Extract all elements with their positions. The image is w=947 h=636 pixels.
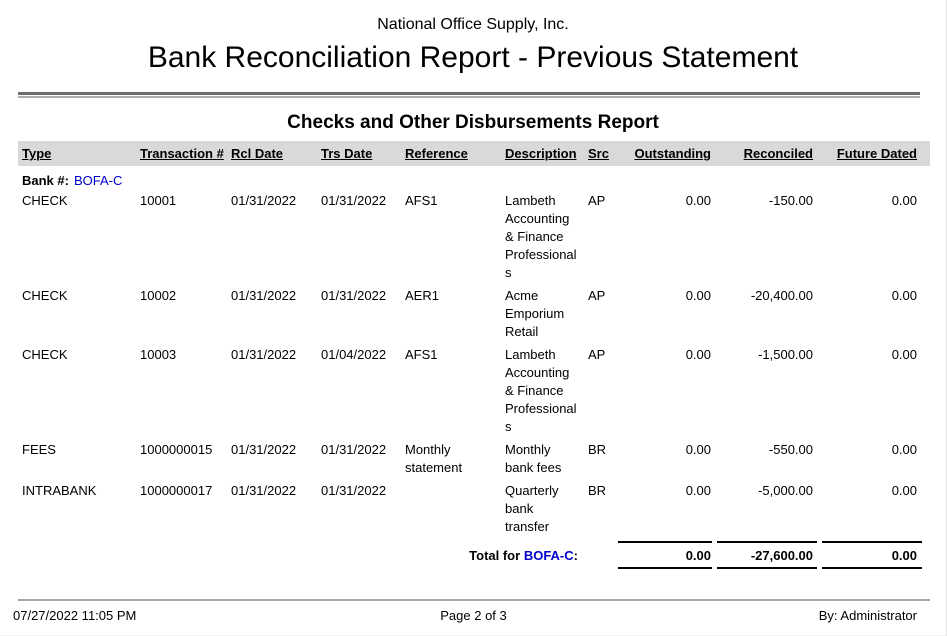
column-header-trs-date: Trs Date — [321, 146, 373, 161]
total-label: Total for BOFA-C: — [22, 548, 618, 563]
cell-trs-date: 01/31/2022 — [321, 288, 387, 303]
cell-src: BR — [588, 442, 607, 457]
cell-reference: Monthly statement — [405, 442, 463, 475]
total-reconciled: -27,600.00 — [717, 541, 817, 569]
cell-reference: AER1 — [405, 288, 439, 303]
cell-reference: AFS1 — [405, 193, 438, 208]
footer-timestamp: 07/27/2022 11:05 PM — [13, 608, 137, 623]
total-label-suffix: : — [573, 547, 578, 563]
column-header-reference: Reference — [405, 146, 468, 161]
cell-type: INTRABANK — [22, 483, 97, 498]
footer-page-indicator: Page 2 of 3 — [440, 608, 507, 623]
cell-rcl-date: 01/31/2022 — [231, 288, 297, 303]
cell-type: CHECK — [22, 347, 68, 362]
cell-outstanding: 0.00 — [685, 483, 711, 498]
cell-rcl-date: 01/31/2022 — [231, 442, 297, 457]
column-header-future-dated: Future Dated — [836, 146, 917, 161]
cell-future-dated: 0.00 — [891, 483, 917, 498]
cell-outstanding: 0.00 — [685, 347, 711, 362]
cell-description: Quarterly bank transfer — [505, 483, 559, 534]
cell-future-dated: 0.00 — [891, 288, 917, 303]
table-row: CHECK 10001 01/31/2022 01/31/2022 AFS1 L… — [22, 192, 930, 282]
column-header-transaction: Transaction # — [140, 146, 224, 161]
cell-reconciled: -150.00 — [768, 193, 813, 208]
column-header-outstanding: Outstanding — [634, 146, 711, 161]
cell-rcl-date: 01/31/2022 — [231, 347, 297, 362]
disbursements-table: Type Transaction # Rcl Date Trs Date Ref… — [18, 141, 930, 569]
cell-future-dated: 0.00 — [891, 442, 917, 457]
cell-transaction: 1000000015 — [140, 442, 213, 457]
column-header-description: Description — [505, 146, 577, 161]
cell-type: FEES — [22, 442, 56, 457]
column-header-reconciled: Reconciled — [743, 146, 813, 161]
total-label-prefix: Total for — [469, 547, 521, 563]
cell-description: Lambeth Accounting & Finance Professiona… — [505, 193, 577, 280]
cell-transaction: 10001 — [140, 193, 177, 208]
separator-dark-line — [18, 92, 920, 95]
cell-outstanding: 0.00 — [685, 288, 711, 303]
cell-description: Lambeth Accounting & Finance Professiona… — [505, 347, 577, 434]
cell-outstanding: 0.00 — [685, 442, 711, 457]
cell-type: CHECK — [22, 193, 68, 208]
cell-type: CHECK — [22, 288, 68, 303]
bank-id: BOFA-C — [73, 173, 123, 188]
column-header-src: Src — [588, 146, 609, 161]
footer-separator — [18, 599, 930, 601]
footer: 07/27/2022 11:05 PM Page 2 of 3 By: Admi… — [0, 608, 947, 628]
table-row: CHECK 10002 01/31/2022 01/31/2022 AER1 A… — [22, 287, 930, 341]
title-separator — [18, 92, 920, 98]
cell-rcl-date: 01/31/2022 — [231, 193, 297, 208]
section-title: Checks and Other Disbursements Report — [287, 112, 659, 133]
table-rows: CHECK 10001 01/31/2022 01/31/2022 AFS1 L… — [18, 192, 930, 536]
cell-trs-date: 01/31/2022 — [321, 193, 387, 208]
bank-number-label: Bank #: — [22, 173, 69, 188]
separator-light-line — [18, 96, 920, 98]
cell-transaction: 10002 — [140, 288, 177, 303]
cell-transaction: 1000000017 — [140, 483, 213, 498]
cell-future-dated: 0.00 — [891, 193, 917, 208]
cell-trs-date: 01/31/2022 — [321, 442, 387, 457]
cell-description: Monthly bank fees — [505, 442, 562, 475]
table-row: CHECK 10003 01/31/2022 01/04/2022 AFS1 L… — [22, 346, 930, 436]
cell-transaction: 10003 — [140, 347, 177, 362]
cell-reconciled: -5,000.00 — [758, 483, 813, 498]
cell-src: AP — [588, 193, 606, 208]
cell-reconciled: -20,400.00 — [750, 288, 813, 303]
column-header-rcl-date: Rcl Date — [231, 146, 284, 161]
total-future-dated: 0.00 — [822, 541, 922, 569]
cell-description: Acme Emporium Retail — [505, 288, 565, 339]
table-row: INTRABANK 1000000017 01/31/2022 01/31/20… — [22, 482, 930, 536]
cell-reference: AFS1 — [405, 347, 438, 362]
cell-src: BR — [588, 483, 607, 498]
total-bank-id: BOFA-C — [523, 547, 574, 563]
cell-future-dated: 0.00 — [891, 347, 917, 362]
column-header-type: Type — [22, 146, 52, 161]
table-header-row: Type Transaction # Rcl Date Trs Date Ref… — [18, 141, 930, 166]
report-title: Bank Reconciliation Report - Previous St… — [147, 41, 799, 74]
cell-outstanding: 0.00 — [685, 193, 711, 208]
cell-trs-date: 01/04/2022 — [321, 347, 387, 362]
cell-reconciled: -1,500.00 — [758, 347, 813, 362]
cell-reference — [405, 482, 505, 536]
company-name: National Office Supply, Inc. — [377, 16, 569, 33]
footer-generated-by: By: Administrator — [818, 608, 917, 623]
cell-src: AP — [588, 288, 606, 303]
cell-rcl-date: 01/31/2022 — [231, 483, 297, 498]
table-row: FEES 1000000015 01/31/2022 01/31/2022 Mo… — [22, 441, 930, 477]
cell-reconciled: -550.00 — [768, 442, 813, 457]
total-row: Total for BOFA-C: 0.00 -27,600.00 0.00 — [18, 541, 930, 569]
total-outstanding: 0.00 — [618, 541, 712, 569]
bank-number-line: Bank #: BOFA-C — [22, 172, 930, 190]
cell-trs-date: 01/31/2022 — [321, 483, 387, 498]
cell-src: AP — [588, 347, 606, 362]
